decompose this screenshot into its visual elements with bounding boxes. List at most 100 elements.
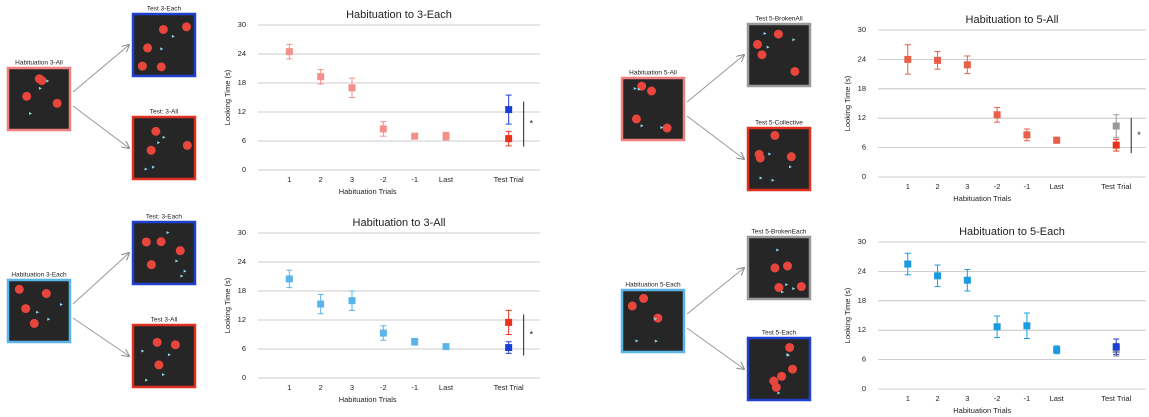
point [380,330,387,337]
stimulus-label: Habituation 5-Each [625,282,681,289]
y-axis-label: Looking Time (s) [843,75,852,131]
y-tick-label: 24 [858,266,866,275]
y-axis-label: Looking Time (s) [223,277,232,333]
ball [143,43,152,52]
stimulus-label: Test 3-Each [147,6,182,13]
x-tick-label: 2 [319,175,323,184]
y-tick-label: 0 [242,165,246,174]
ball [772,383,781,392]
point [1053,137,1060,144]
chart-title: Habituation to 3-Each [346,9,452,21]
x-tick-label: Test Trial [494,175,524,184]
x-tick-label: 1 [287,175,291,184]
ball [785,343,794,352]
ball [632,114,641,123]
x-tick-label: 3 [350,383,354,392]
y-tick-label: 30 [238,228,246,237]
point [1053,346,1060,353]
ball [783,262,792,271]
y-tick-label: 24 [238,49,246,58]
point [994,323,1001,330]
ball [787,152,796,161]
point [317,301,324,308]
ball [138,62,147,71]
stimulus-label: Habituation 3-Each [11,272,67,279]
x-tick-label: 3 [350,175,354,184]
ball [151,127,160,136]
x-tick-label: 1 [906,182,910,191]
point [505,135,512,142]
x-tick-label: -1 [411,175,418,184]
x-tick-label: -2 [380,383,387,392]
ball [171,340,180,349]
x-axis-label: Habituation Trials [953,406,1011,415]
x-tick-label: -1 [1024,182,1031,191]
ball [147,260,156,269]
stimulus-label: Test: 3-All [150,109,179,116]
ball [35,74,44,83]
point [934,57,941,64]
y-tick-label: 6 [862,143,866,152]
point [349,84,356,91]
stimulus-label: Test 5-BrokenAll [755,16,803,23]
ball [797,282,806,291]
x-tick-label: Last [1050,394,1065,403]
ball [774,30,783,39]
y-tick-label: 6 [242,136,246,145]
point [1113,142,1120,149]
ball [753,40,762,49]
chart-title: Habituation to 3-All [353,217,446,229]
ball [639,294,648,303]
stimulus-label: Test 5-Each [762,330,797,337]
ball [788,365,797,374]
ball [30,319,39,328]
arrow [687,55,744,102]
y-tick-label: 30 [858,237,866,246]
y-tick-label: 18 [238,78,246,87]
y-tick-label: 0 [862,172,866,181]
ball [53,99,62,108]
y-tick-label: 12 [858,113,866,122]
x-tick-label: Last [1050,182,1065,191]
significance-marker: * [1137,130,1141,140]
point [904,261,911,268]
ball [22,92,31,101]
point [1023,131,1030,138]
point [411,338,418,345]
point [904,56,911,63]
stimulus-label: Test: 3-Each [146,214,183,221]
ball [157,237,166,246]
stimulus-label: Habituation 3-All [15,60,63,67]
point [317,73,324,80]
arrow [687,268,744,314]
ball [182,22,191,31]
ball [15,285,24,294]
point [443,133,450,140]
arrow [73,318,129,356]
ball [628,301,637,310]
point [380,125,387,132]
ball [183,141,192,150]
point [349,297,356,304]
x-tick-label: 2 [935,394,939,403]
stimulus-label: Habituation 5-All [629,70,677,77]
x-tick-label: Last [439,383,454,392]
y-tick-label: 24 [858,54,866,63]
x-tick-label: Test Trial [1101,394,1131,403]
y-tick-label: 18 [858,84,866,93]
ball [777,372,786,381]
x-tick-label: Test Trial [1101,182,1131,191]
y-tick-label: 24 [238,257,246,266]
x-tick-label: -2 [994,394,1001,403]
x-tick-label: -1 [411,383,418,392]
ball [157,62,166,71]
figure: Habituation 3-All Test 3-Each Test: 3-All H… [0,0,1149,417]
point [443,343,450,350]
arrow [73,45,129,92]
arrow [73,253,129,304]
ball [154,360,163,369]
chart-title: Habituation to 5-Each [959,226,1065,238]
point [964,61,971,68]
significance-marker: * [530,118,534,128]
x-axis-label: Habituation Trials [953,194,1011,203]
